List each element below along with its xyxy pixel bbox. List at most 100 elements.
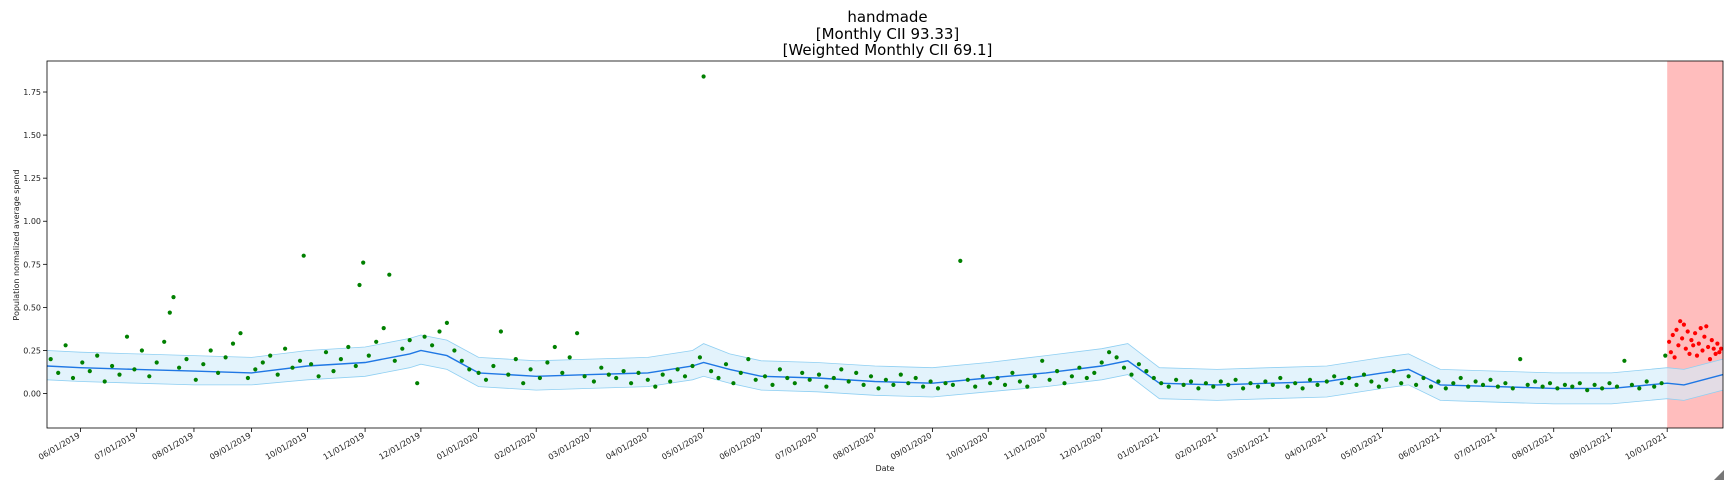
observed-point xyxy=(1361,372,1367,377)
anomalous-point xyxy=(1693,331,1698,336)
observed-point xyxy=(621,369,626,374)
observed-point xyxy=(1040,358,1045,363)
observed-point xyxy=(950,382,956,387)
observed-point xyxy=(301,253,306,258)
observed-point xyxy=(253,367,258,372)
observed-point xyxy=(1369,379,1374,384)
observed-point xyxy=(48,357,53,362)
observed-point xyxy=(614,375,619,381)
observed-point xyxy=(1151,375,1156,381)
observed-point xyxy=(309,362,314,367)
observed-point xyxy=(770,382,775,387)
observed-point xyxy=(467,367,472,372)
observed-point xyxy=(1488,377,1493,382)
y-tick-label: 1.50 xyxy=(23,131,41,140)
observed-point xyxy=(506,372,511,377)
y-tick-label: 0.75 xyxy=(23,260,41,269)
observed-point xyxy=(545,360,550,365)
resize-grip-icon[interactable] xyxy=(1714,470,1724,480)
x-tick-label: 11/01/2019 xyxy=(322,431,366,462)
observed-point xyxy=(1503,381,1508,386)
observed-point xyxy=(928,379,933,384)
observed-point xyxy=(437,329,442,334)
anomalous-point xyxy=(1704,324,1709,329)
observed-point xyxy=(1218,379,1223,384)
observed-point xyxy=(816,372,822,377)
x-tick-label: 01/01/2020 xyxy=(435,431,479,462)
observed-point xyxy=(1174,377,1179,382)
observed-point xyxy=(1032,374,1037,379)
observed-point xyxy=(537,375,543,381)
x-tick-label: 09/01/2020 xyxy=(889,431,933,462)
x-tick-label: 07/01/2020 xyxy=(774,431,818,462)
observed-point xyxy=(591,379,597,384)
forecast-lower-line xyxy=(46,363,1724,405)
observed-point xyxy=(1428,384,1434,389)
observed-point xyxy=(110,363,115,369)
anomalous-point xyxy=(1667,339,1672,344)
observed-point xyxy=(1263,379,1268,384)
y-axis-label: Population normalized average spend xyxy=(12,169,21,320)
x-tick-label: 06/01/2021 xyxy=(1397,431,1441,462)
anomalous-point xyxy=(1674,327,1679,332)
x-tick-label: 08/01/2020 xyxy=(831,431,875,462)
observed-point xyxy=(374,339,379,344)
observed-point xyxy=(230,341,236,346)
observed-point xyxy=(117,372,122,377)
observed-point xyxy=(1278,375,1283,381)
x-tick-label: 12/01/2020 xyxy=(1058,431,1102,462)
observed-point xyxy=(162,339,167,344)
observed-point xyxy=(846,379,851,384)
observed-point xyxy=(973,384,978,389)
observed-point xyxy=(762,374,768,379)
observed-point xyxy=(357,282,362,288)
chart-subtitle-line-1: [Monthly CII 93.33] xyxy=(815,24,960,43)
x-tick-label: 12/01/2019 xyxy=(377,431,421,462)
observed-point xyxy=(1570,384,1575,389)
x-tick-label: 07/01/2021 xyxy=(1453,431,1497,462)
observed-point xyxy=(323,350,329,355)
observed-point xyxy=(1324,379,1329,384)
observed-point xyxy=(387,272,392,277)
observed-point xyxy=(491,363,496,369)
observed-point xyxy=(1637,386,1642,391)
observed-point xyxy=(906,381,911,386)
observed-point xyxy=(407,338,412,343)
x-tick-label: 07/01/2019 xyxy=(93,431,137,462)
observed-point xyxy=(297,358,303,363)
observed-point xyxy=(139,348,144,353)
x-tick-label: 05/01/2020 xyxy=(660,431,704,462)
x-tick-label: 06/01/2020 xyxy=(718,431,762,462)
x-tick-label: 03/01/2021 xyxy=(1226,431,1270,462)
observed-point xyxy=(154,360,159,365)
observed-point xyxy=(753,377,758,382)
observed-point xyxy=(716,375,721,381)
observed-point xyxy=(861,382,866,387)
anomalous-point xyxy=(1689,338,1694,343)
observed-point xyxy=(582,374,587,379)
observed-point xyxy=(1577,381,1582,386)
chart-title: handmade xyxy=(847,8,928,26)
observed-point xyxy=(1622,358,1627,363)
observed-point xyxy=(913,375,918,381)
y-tick-label: 0.00 xyxy=(23,390,41,399)
x-tick-label: 03/01/2020 xyxy=(547,431,591,462)
observed-point xyxy=(1144,369,1149,374)
observed-point xyxy=(87,369,92,374)
observed-point xyxy=(1069,374,1074,379)
x-tick-label: 02/01/2021 xyxy=(1174,431,1218,462)
observed-point xyxy=(260,360,265,365)
observed-point xyxy=(1414,382,1419,387)
observed-point xyxy=(868,374,874,379)
observed-point xyxy=(1181,382,1186,387)
anomalous-point xyxy=(1683,346,1688,351)
observed-point xyxy=(1339,381,1344,386)
observed-point xyxy=(1480,382,1486,387)
anomalous-point xyxy=(1668,350,1673,355)
x-tick-label: 02/01/2020 xyxy=(493,431,537,462)
observed-point xyxy=(1607,381,1612,386)
chart-subtitle-line-2: [Weighted Monthly CII 69.1] xyxy=(782,41,993,59)
observed-point xyxy=(682,374,688,379)
y-tick-label: 1.25 xyxy=(23,174,41,183)
x-tick-label: 11/01/2020 xyxy=(1002,431,1046,462)
